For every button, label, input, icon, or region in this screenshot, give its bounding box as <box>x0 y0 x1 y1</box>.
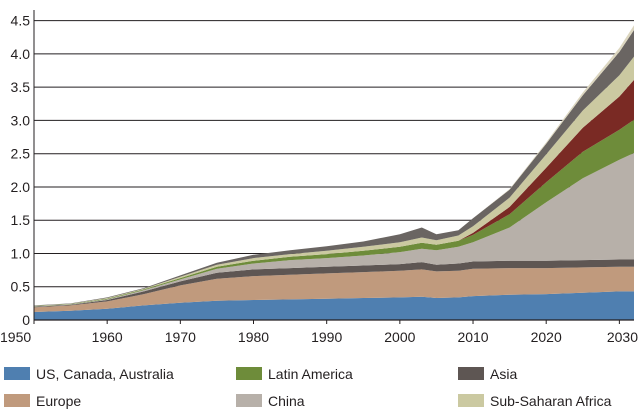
x-tick-label: 1950 <box>0 329 31 345</box>
y-tick-label: 3.5 <box>11 79 31 95</box>
y-tick-label: 1.0 <box>11 245 31 261</box>
legend-label: Sub-Saharan Africa <box>490 393 612 409</box>
legend-swatch <box>458 394 484 407</box>
y-tick-label: 4.5 <box>11 13 31 29</box>
x-tick-label: 1990 <box>311 329 342 345</box>
x-tick-label: 2020 <box>531 329 562 345</box>
legend-swatch <box>236 367 262 380</box>
x-tick-label: 1970 <box>165 329 196 345</box>
y-tick-label: 4.0 <box>11 46 31 62</box>
x-tick-label: 1960 <box>92 329 123 345</box>
y-axis-ticks: 0 0.5 1.0 1.5 2.0 2.5 3.0 3.5 4.0 4.5 <box>11 13 31 328</box>
x-axis-ticks: 1950 1960 1970 1980 1990 2000 2010 2020 2030 <box>0 320 638 345</box>
y-tick-label: 3.0 <box>11 112 31 128</box>
legend-swatch <box>236 394 262 407</box>
legend-swatch <box>4 394 30 407</box>
legend: US, Canada, Australia Latin America Asia Eu… <box>4 366 612 409</box>
legend-label: China <box>268 393 305 409</box>
y-tick-label: 1.5 <box>11 212 31 228</box>
gridlines <box>34 20 634 288</box>
legend-label: Europe <box>36 393 81 409</box>
x-tick-label: 2000 <box>384 329 415 345</box>
legend-swatch <box>458 367 484 380</box>
legend-swatch <box>4 367 30 380</box>
legend-label: Latin America <box>268 366 353 382</box>
y-tick-label: 2.0 <box>11 179 31 195</box>
x-tick-label: 2030 <box>607 329 638 345</box>
x-tick-label: 1980 <box>238 329 269 345</box>
area-series-1 <box>34 266 634 312</box>
y-tick-label: 0 <box>22 312 30 328</box>
area-series <box>34 25 634 320</box>
x-tick-label: 2010 <box>457 329 488 345</box>
axes <box>33 10 634 321</box>
y-tick-label: 2.5 <box>11 146 31 162</box>
legend-label: Asia <box>490 366 517 382</box>
area-series-2 <box>34 259 634 308</box>
area-series-3 <box>34 153 634 307</box>
legend-label: US, Canada, Australia <box>36 366 174 382</box>
area-series-0 <box>34 291 634 320</box>
y-tick-label: 0.5 <box>11 279 31 295</box>
area-series-4 <box>34 119 634 307</box>
